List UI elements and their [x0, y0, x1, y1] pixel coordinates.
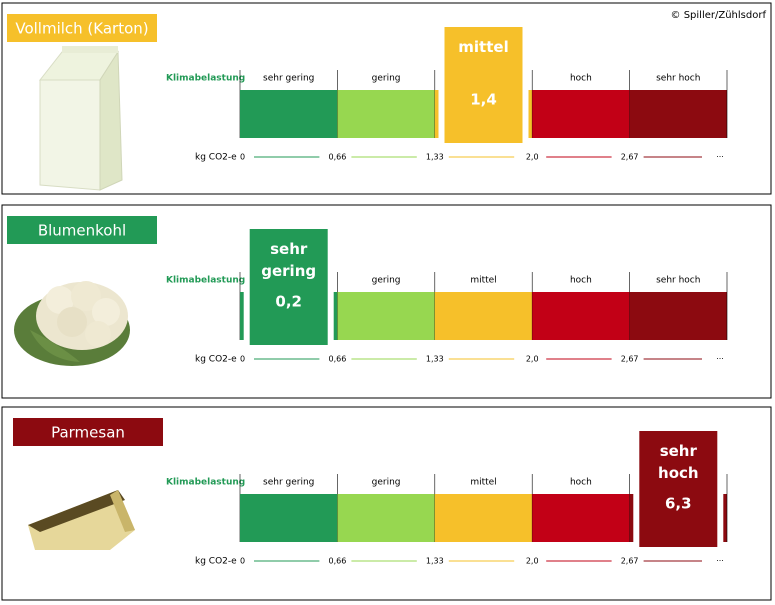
level-segment: [337, 292, 435, 340]
highlight-value: 6,3: [665, 495, 692, 513]
scale-tick-label: ···: [716, 153, 724, 162]
level-label: hoch: [570, 74, 592, 84]
scale-label: Klimabelastung: [166, 74, 245, 84]
highlight-value: 0,2: [275, 293, 302, 311]
level-label: gering: [372, 478, 401, 488]
unit-label: kg CO2-e: [195, 153, 237, 163]
level-segment: [532, 90, 630, 138]
unit-label: kg CO2-e: [195, 355, 237, 365]
level-label: sehr hoch: [656, 74, 700, 84]
highlight-box: [639, 431, 718, 547]
level-label: gering: [372, 276, 401, 286]
level-segment: [532, 292, 630, 340]
level-label: sehr hoch: [656, 276, 700, 286]
level-label: mittel: [470, 276, 496, 286]
level-label: mittel: [470, 478, 496, 488]
scale-tick-label: 2,67: [621, 153, 639, 162]
scale-tick-label: 0,66: [328, 153, 346, 162]
scale-tick-label: 1,33: [426, 557, 444, 566]
scale-label: Klimabelastung: [166, 276, 245, 286]
level-segment: [337, 494, 435, 542]
scale-tick-label: 0: [240, 557, 245, 566]
scale-tick-label: 1,33: [426, 355, 444, 364]
product-panel: Parmesan Klimabelastung kg CO2-e sehr gerin…: [1, 406, 772, 601]
highlight-label-wrap: mittel: [458, 38, 509, 56]
product-title: Vollmilch (Karton): [15, 20, 148, 38]
level-segment: [532, 494, 630, 542]
level-label: sehr gering: [263, 74, 314, 84]
scale-tick-label: 2,0: [526, 557, 539, 566]
panel-border: [1, 2, 772, 195]
highlight-level: sehr gering: [261, 240, 317, 280]
panel-border: [1, 406, 772, 601]
product-panel: Vollmilch (Karton) Klimabelastung kg CO2-e…: [1, 2, 772, 195]
scale-tick-label: 0,66: [328, 355, 346, 364]
unit-label: kg CO2-e: [195, 557, 237, 567]
level-segment: [337, 90, 435, 138]
level-label: hoch: [570, 276, 592, 286]
highlight-level: mittel: [458, 38, 509, 56]
scale-tick-label: 2,0: [526, 355, 539, 364]
scale-label: Klimabelastung: [166, 478, 245, 488]
product-panel: Blumenkohl Klimabelastung kg CO2-e gering mi…: [1, 204, 772, 399]
level-segment: [434, 292, 533, 340]
product-title-box: [7, 14, 157, 42]
cauliflower-image: [14, 281, 130, 366]
milk-carton-image: [38, 46, 123, 191]
highlight-value: 1,4: [470, 91, 497, 109]
scale-tick-label: 0: [240, 153, 245, 162]
parmesan-image: [28, 490, 135, 550]
scale-tick-label: 0: [240, 355, 245, 364]
highlight-level: sehr hoch: [658, 442, 699, 482]
product-title: Parmesan: [51, 424, 125, 442]
product-title: Blumenkohl: [38, 222, 126, 240]
panel-border: [1, 204, 772, 399]
level-label: gering: [372, 74, 401, 84]
level-segment: [629, 90, 727, 138]
level-segment: [240, 494, 338, 542]
highlight-box: [444, 27, 523, 143]
highlight-box: [249, 229, 328, 345]
scale-tick-label: ···: [716, 355, 724, 364]
scale-tick-label: 2,0: [526, 153, 539, 162]
highlight-label-wrap: sehr hoch: [658, 442, 699, 482]
scale-tick-label: 0,66: [328, 557, 346, 566]
scale-tick-label: 2,67: [621, 355, 639, 364]
scale-tick-label: 1,33: [426, 153, 444, 162]
scale-tick-label: ···: [716, 557, 724, 566]
level-segment: [240, 90, 338, 138]
highlight-label-wrap: sehr gering: [261, 240, 317, 280]
product-title-box: [13, 418, 163, 446]
level-segment: [629, 292, 727, 340]
product-title-box: [7, 216, 157, 244]
level-label: hoch: [570, 478, 592, 488]
scale-tick-label: 2,67: [621, 557, 639, 566]
level-segment: [434, 494, 533, 542]
copyright: © Spiller/Zühlsdorf: [671, 10, 767, 21]
level-label: sehr gering: [263, 478, 314, 488]
